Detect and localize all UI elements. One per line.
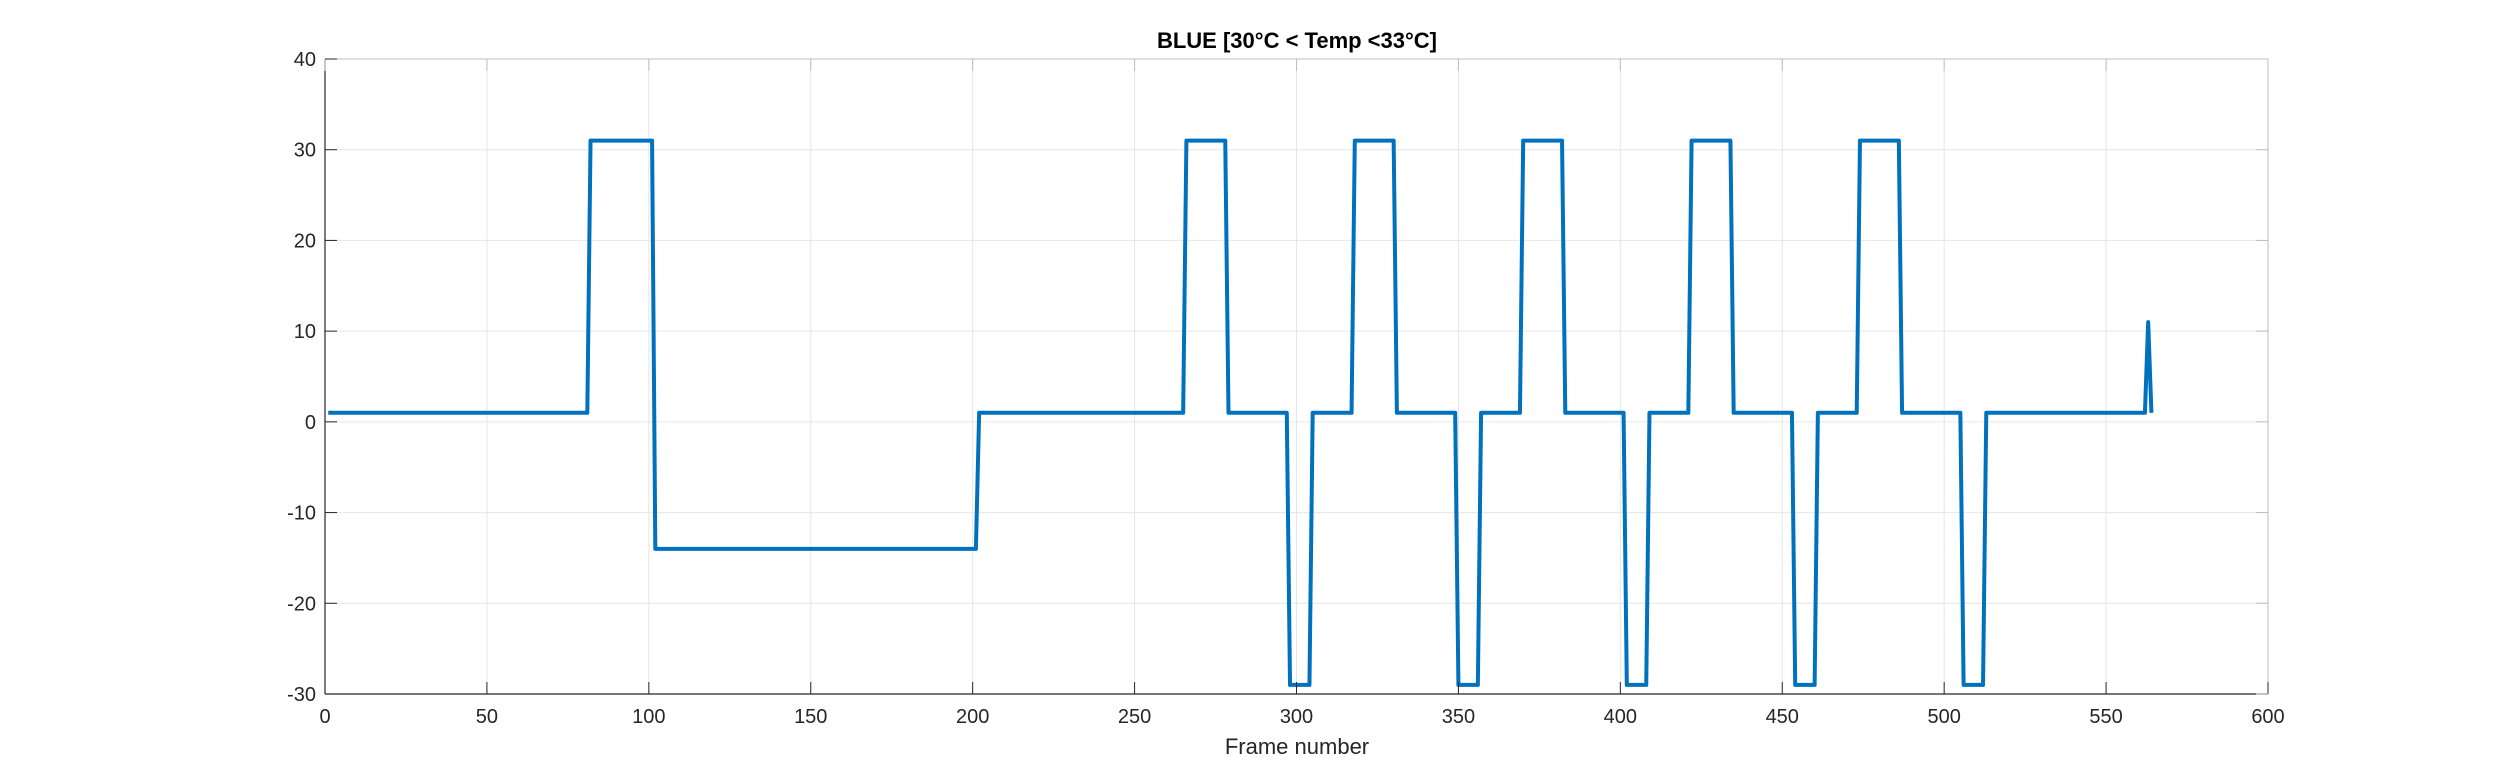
y-tick-label: 20 <box>294 230 316 252</box>
x-tick-label: 150 <box>794 706 827 728</box>
y-tick-label: 0 <box>305 412 316 434</box>
y-tick-label: 30 <box>294 140 316 162</box>
y-tick-label: -10 <box>287 503 316 525</box>
x-tick-label: 550 <box>2089 706 2122 728</box>
x-tick-label: 100 <box>632 706 665 728</box>
x-tick-label: 300 <box>1280 706 1313 728</box>
x-axis-ticks: 0 50 100 150 200 250 300 350 400 450 500 550 600 <box>319 59 2285 728</box>
x-tick-label: 600 <box>2251 706 2284 728</box>
x-tick-label: 50 <box>476 706 498 728</box>
y-tick-label: 40 <box>294 49 316 71</box>
x-axis-label: Frame number <box>1225 734 1369 759</box>
x-tick-label: 350 <box>1442 706 1475 728</box>
x-tick-label: 0 <box>319 706 330 728</box>
x-tick-label: 450 <box>1766 706 1799 728</box>
y-tick-label: 10 <box>294 321 316 343</box>
series-layer <box>328 138 2154 687</box>
x-tick-label: 500 <box>1927 706 1960 728</box>
y-tick-label: -30 <box>287 684 316 706</box>
series-line <box>328 138 2154 687</box>
chart-title: BLUE [30°C < Temp <33°C] <box>1157 28 1437 53</box>
x-tick-label: 200 <box>956 706 989 728</box>
y-axis-ticks: -30 -20 -10 0 10 20 30 40 <box>287 49 2268 706</box>
x-tick-label: 250 <box>1118 706 1151 728</box>
y-tick-label: -20 <box>287 593 316 615</box>
x-tick-label: 400 <box>1604 706 1637 728</box>
